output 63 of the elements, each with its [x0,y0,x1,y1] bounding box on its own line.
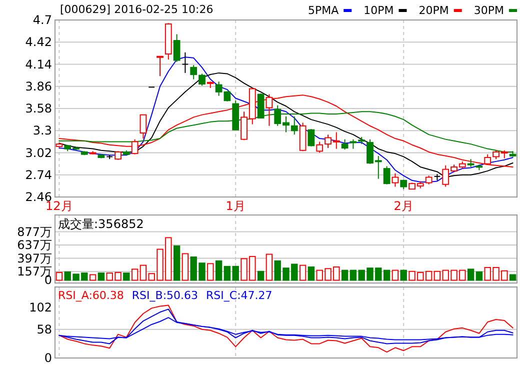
legend-label: 30PM [474,4,504,17]
y-tick-label: 3.86 [25,79,52,94]
candlestick [224,90,231,102]
bar [400,270,407,281]
text: RSI_C:47.27 [206,289,272,302]
bar [467,268,474,281]
x-tick-label: 1月 [226,199,246,213]
candlestick [392,172,399,188]
y-tick-label: 3.02 [25,146,52,160]
candlestick [156,56,164,77]
bar [392,270,399,281]
bar [207,263,214,281]
candlestick [190,64,198,80]
series-label: RSI_B:50.63 [132,289,198,302]
bar [173,245,180,281]
y-tick-label: 4.42 [25,35,52,50]
y-tick-label: 3.58 [25,102,52,116]
candlestick [131,138,138,155]
bar [89,274,96,281]
candlestick [290,116,298,136]
bar [98,272,105,281]
candlestick [198,73,206,86]
legend-label: 10PM [364,4,394,17]
bar [56,272,63,281]
y-tick-label: 0 [44,351,52,365]
text: RSI_A:60.38 [58,289,124,302]
bar [476,271,483,281]
candlestick [140,114,147,140]
x-tick-label: 2月 [394,199,414,213]
y-tick-label: 637万 [17,238,52,252]
candlestick [308,128,315,147]
y-tick-label: 157万 [17,264,52,279]
y-tick-label: 4.14 [25,57,52,72]
line-series [58,304,514,353]
bar [341,270,348,281]
y-tick-label: 4.7 [32,13,52,27]
legend-label: 20PM [418,4,449,17]
bar [266,254,273,281]
candlestick [173,34,180,62]
bar [299,264,306,281]
y-tick-label: 102 [29,300,52,315]
bar [215,260,222,281]
bar [257,270,264,281]
candlestick [400,179,408,190]
legend-label: 5PMA [308,4,340,17]
y-tick-label: 58 [36,322,52,336]
bar [123,272,130,281]
candlestick [341,138,348,150]
y-tick-label: 877万 [17,224,52,239]
candlestick [182,52,189,74]
chart-title: [000629] 2016-02-25 10:26 [60,3,214,16]
candlestick [316,141,324,154]
y-tick-label: 2.74 [25,168,52,182]
y-tick-label: 3.3 [32,124,52,138]
bar [308,266,315,281]
annotation: 成交量:356852 [58,217,144,231]
line-series [58,317,514,340]
candlestick [383,166,390,185]
bar [509,274,516,281]
bar [131,268,138,281]
candlestick [215,81,222,96]
y-tick-label: 397万 [17,251,52,266]
bar [182,253,189,281]
